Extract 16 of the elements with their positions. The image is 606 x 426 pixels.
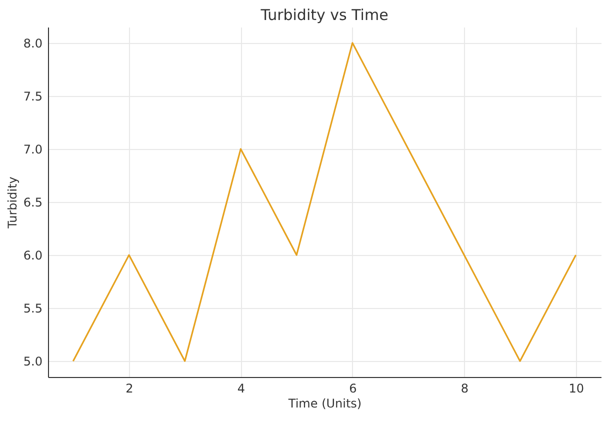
x-tick-label: 8	[460, 382, 468, 396]
x-tick-label: 6	[349, 382, 357, 396]
x-tick-label: 2	[126, 382, 134, 396]
line-series	[72, 42, 577, 362]
x-axis-title: Time (Units)	[287, 396, 362, 410]
y-tick-label: 7.0	[23, 142, 42, 156]
y-tick-label: 6.0	[23, 248, 42, 263]
y-axis-title: Turbidity	[5, 176, 20, 230]
chart-title: Turbidity vs Time	[260, 6, 388, 24]
y-tick-label: 7.5	[23, 89, 42, 104]
x-tick-label: 10	[568, 382, 584, 396]
y-tick-label: 6.5	[23, 196, 42, 210]
y-tick-label: 5.0	[23, 354, 42, 369]
x-tick-label: 4	[237, 382, 246, 396]
y-tick-label: 8.0	[23, 36, 42, 50]
y-tick-label: 5.5	[23, 302, 42, 316]
